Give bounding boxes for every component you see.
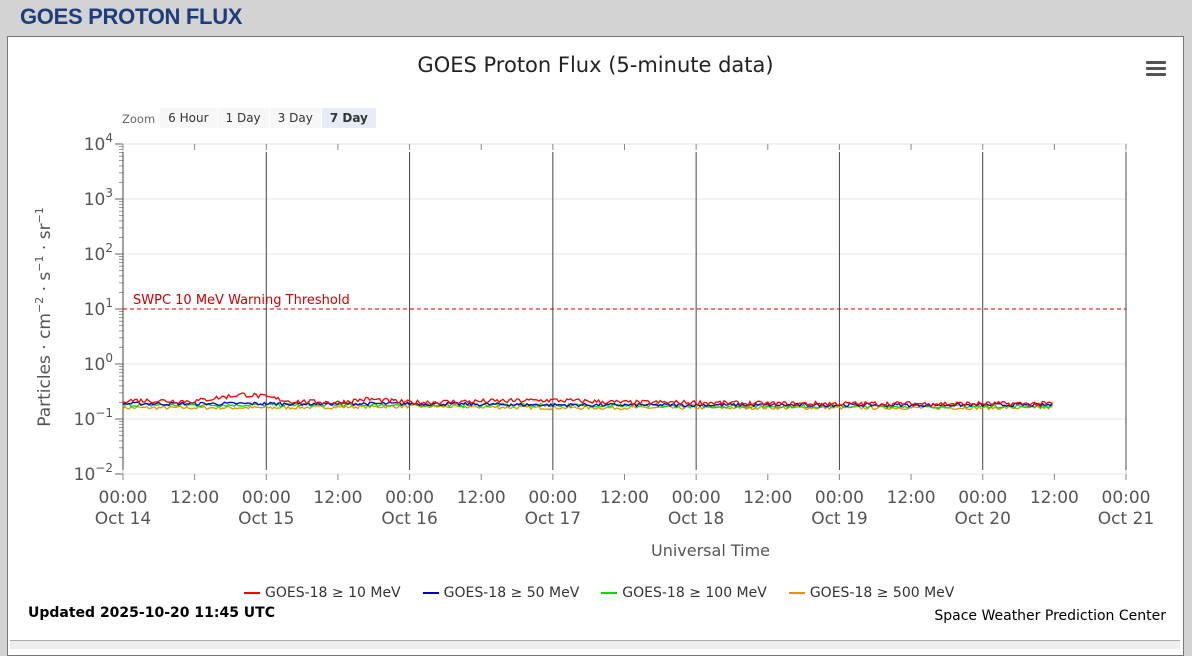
x-tick-label-time: 00:00	[528, 488, 577, 508]
legend-label: GOES-18 ≥ 100 MeV	[622, 585, 767, 601]
x-tick-label-date: Oct 21	[1098, 509, 1154, 529]
updated-timestamp: Updated 2025-10-20 11:45 UTC	[28, 605, 275, 621]
x-tick-label-date: Oct 15	[238, 509, 294, 529]
x-tick-label-time: 12:00	[743, 488, 792, 508]
x-tick-label-time: 12:00	[887, 488, 936, 508]
x-axis-label: Universal Time	[650, 541, 770, 560]
legend: GOES-18 ≥ 10 MeV GOES-18 ≥ 50 MeV GOES-1…	[244, 585, 976, 601]
series-line	[122, 404, 1053, 411]
x-tick-label-date: Oct 14	[95, 509, 151, 529]
warning-threshold-label: SWPC 10 MeV Warning Threshold	[133, 293, 350, 308]
x-tick-label-time: 12:00	[457, 488, 506, 508]
x-tick-label-time: 00:00	[815, 488, 864, 508]
legend-label: GOES-18 ≥ 50 MeV	[443, 585, 580, 601]
y-tick-label: 10−2	[74, 461, 113, 485]
zoom-1-day-button[interactable]: 1 Day	[217, 108, 269, 128]
x-tick-label-time: 00:00	[242, 488, 291, 508]
y-axis-label: Particles · cm−2 · s−1 · sr−1	[33, 207, 55, 427]
x-tick-label-time: 00:00	[385, 488, 434, 508]
series-line	[122, 392, 1053, 408]
x-tick-label-date: Oct 18	[668, 509, 724, 529]
x-tick-label-time: 12:00	[170, 488, 219, 508]
page-title: GOES PROTON FLUX	[20, 4, 243, 29]
x-tick-label-time: 12:00	[1030, 488, 1079, 508]
y-tick-label: 100	[84, 351, 113, 375]
y-tick-label: 10−1	[74, 406, 113, 430]
legend-item-10mev[interactable]: GOES-18 ≥ 10 MeV	[244, 585, 401, 601]
series-line	[122, 401, 1053, 408]
bottom-scrollbar	[10, 640, 1180, 649]
x-tick-label-time: 00:00	[672, 488, 721, 508]
legend-label: GOES-18 ≥ 500 MeV	[809, 585, 955, 601]
zoom-label: Zoom	[122, 112, 156, 126]
x-tick-label-time: 00:00	[99, 488, 148, 508]
y-tick-label: 101	[84, 296, 113, 320]
legend-item-50mev[interactable]: GOES-18 ≥ 50 MeV	[422, 585, 580, 601]
y-tick-label: 103	[84, 186, 113, 210]
zoom-6-hour-button[interactable]: 6 Hour	[160, 108, 217, 128]
legend-swatch	[788, 592, 805, 594]
credit-text: Space Weather Prediction Center	[934, 608, 1166, 624]
y-tick-label: 102	[84, 241, 113, 265]
zoom-3-day-button[interactable]: 3 Day	[269, 108, 321, 128]
chart-panel: GOES Proton Flux (5-minute data) Zoom 6 …	[7, 36, 1184, 656]
hamburger-menu-icon[interactable]	[1146, 61, 1166, 79]
x-tick-label-date: Oct 16	[381, 509, 437, 529]
legend-label: GOES-18 ≥ 10 MeV	[265, 585, 401, 601]
legend-swatch	[244, 592, 260, 594]
x-tick-label-date: Oct 17	[525, 509, 581, 529]
x-tick-label-time: 12:00	[313, 488, 362, 508]
legend-item-100mev[interactable]: GOES-18 ≥ 100 MeV	[601, 585, 767, 601]
legend-swatch	[601, 592, 618, 594]
chart-title: GOES Proton Flux (5-minute data)	[417, 53, 774, 77]
zoom-selector: Zoom 6 Hour 1 Day 3 Day 7 Day	[122, 107, 377, 129]
x-tick-label-time: 12:00	[600, 488, 649, 508]
y-tick-label: 104	[84, 131, 113, 155]
x-tick-label-date: Oct 20	[954, 509, 1010, 529]
x-tick-label-time: 00:00	[958, 488, 1007, 508]
legend-item-500mev[interactable]: GOES-18 ≥ 500 MeV	[788, 585, 955, 601]
legend-swatch	[422, 592, 439, 594]
x-tick-label-time: 00:00	[1102, 488, 1151, 508]
zoom-7-day-button[interactable]: 7 Day	[321, 108, 376, 128]
x-tick-label-date: Oct 19	[811, 509, 867, 529]
